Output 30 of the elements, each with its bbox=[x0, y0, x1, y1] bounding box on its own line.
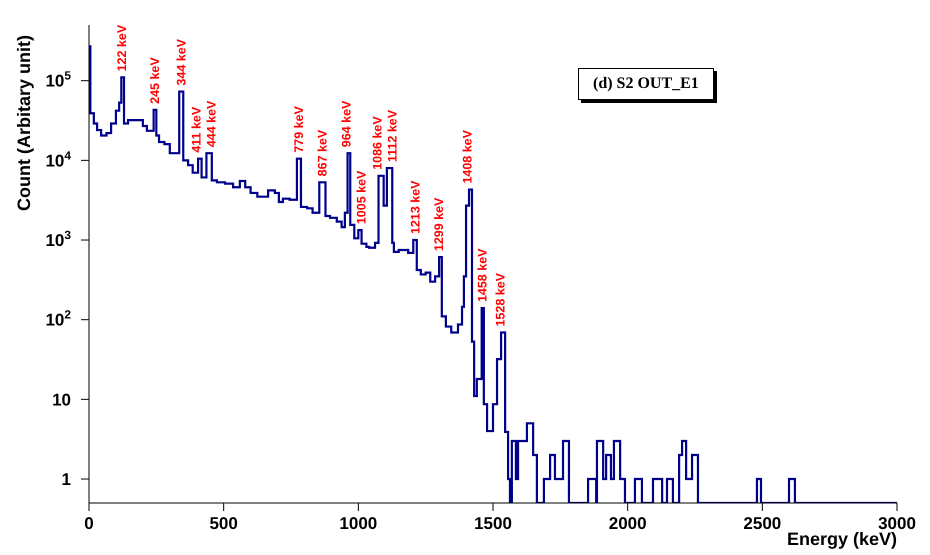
y-tick-label: 10$^{3}$ bbox=[45, 228, 72, 250]
annotation: 1005 keV bbox=[354, 170, 369, 224]
x-tick-label: 2500 bbox=[743, 514, 782, 533]
annotation: 1086 keV bbox=[370, 116, 384, 170]
y-tick-label: 10$^{4}$ bbox=[45, 148, 72, 170]
annotation: 411 keV bbox=[190, 106, 204, 153]
x-tick-label: 1000 bbox=[339, 514, 378, 533]
annotation: 122 keV bbox=[114, 24, 129, 72]
annotation: 444 keV bbox=[204, 100, 219, 148]
annotation: 779 keV bbox=[292, 105, 306, 153]
y-axis-title: Count (Arbitary unit) bbox=[14, 35, 34, 211]
annotation: 344 keV bbox=[174, 38, 189, 86]
x-tick-label: 0 bbox=[84, 514, 94, 533]
x-tick-label: 1500 bbox=[474, 514, 512, 533]
annotation: 1112 keV bbox=[385, 109, 400, 162]
annotation: 1213 keV bbox=[408, 180, 423, 234]
annotation: 245 keV bbox=[148, 56, 162, 104]
y-tick-label: 10 bbox=[52, 390, 71, 410]
y-tick-label: 10$^{2}$ bbox=[45, 308, 72, 330]
annotation: 1299 keV bbox=[432, 196, 446, 252]
x-tick-label: 2000 bbox=[608, 514, 647, 533]
text: (d) S2 OUT_E1 bbox=[578, 68, 714, 100]
annotation: 1408 keV bbox=[460, 129, 474, 184]
annotation: 1528 keV bbox=[494, 272, 508, 327]
y-tick-label: 10$^{5}$ bbox=[45, 68, 72, 91]
annotation: 964 keV bbox=[340, 100, 354, 148]
annotation: 867 keV bbox=[316, 129, 330, 176]
y-tick-label: 1 bbox=[62, 470, 71, 490]
annotation: 1458 keV bbox=[475, 248, 490, 302]
x-tick-label: 500 bbox=[209, 514, 238, 533]
